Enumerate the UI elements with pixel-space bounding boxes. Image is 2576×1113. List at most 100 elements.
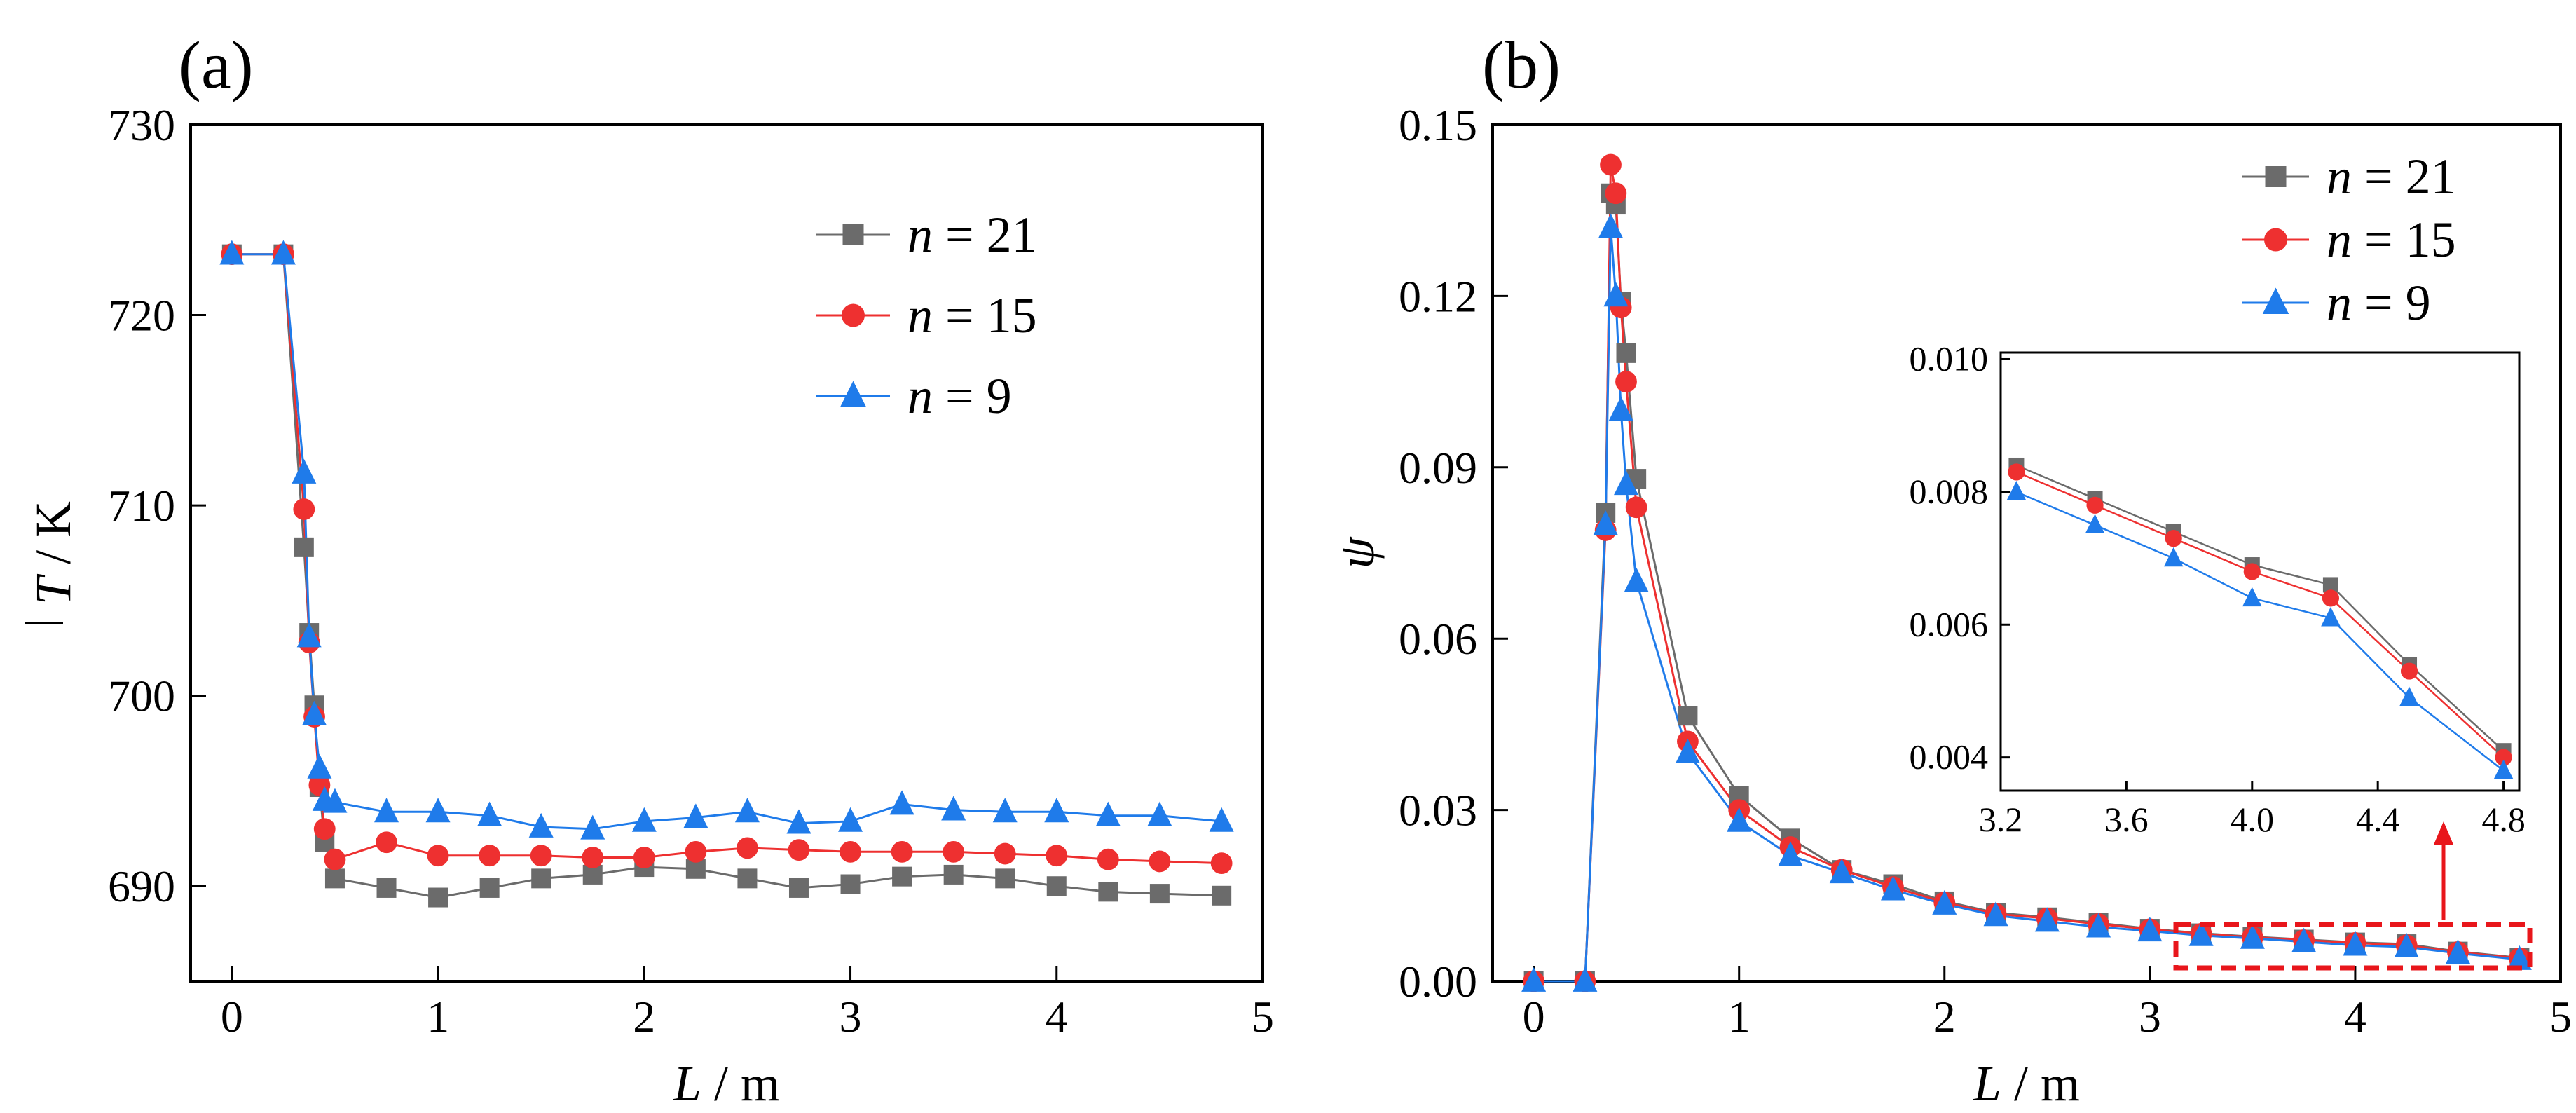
- a-point-2: [374, 798, 399, 823]
- a-point-2: [580, 814, 605, 840]
- a-point-1: [891, 840, 913, 863]
- panel-a-xlabel-var: L: [673, 1056, 701, 1112]
- b-point-2: [2188, 921, 2214, 946]
- a-point-0: [737, 868, 758, 889]
- panel-a-xlabel-unit: m: [741, 1056, 780, 1112]
- panel-b-frame: [1491, 123, 2562, 983]
- a-point-0: [294, 537, 314, 557]
- b-point-2: [1598, 213, 1624, 238]
- a-point-1: [324, 848, 346, 870]
- inset-point-1: [2495, 749, 2512, 766]
- inset-point-2: [2399, 686, 2419, 706]
- inset-xtick-label: 4.0: [2231, 800, 2275, 839]
- a-point-0: [376, 878, 397, 898]
- a-point-2: [307, 753, 332, 779]
- a-point-0: [1149, 884, 1170, 904]
- b-point-0: [1616, 343, 1636, 363]
- b-ytick-label: 0.09: [1399, 443, 1477, 493]
- a-ytick-label: 700: [108, 671, 175, 721]
- a-point-0: [892, 866, 912, 887]
- b-point-1: [1615, 371, 1637, 392]
- a-point-2: [425, 798, 451, 823]
- a-point-2: [1044, 798, 1069, 823]
- a-point-2: [734, 798, 760, 823]
- inset-xtick-label: 3.6: [2104, 800, 2149, 839]
- svg-text:T / K: T / K: [25, 501, 81, 605]
- inset-point-1: [2086, 496, 2104, 514]
- a-point-1: [1046, 845, 1068, 867]
- inset-point-0: [2322, 577, 2338, 593]
- a-point-1: [582, 847, 604, 868]
- a-ytick-label: 690: [108, 861, 175, 911]
- b-point-2: [1614, 470, 1638, 496]
- panel-a: (a) 0 1 2 3 4 5 690 700 710 720 730 L / m T / K n …: [25, 27, 1274, 1112]
- a-point-0: [840, 874, 861, 894]
- inset-point-2: [2493, 759, 2514, 779]
- b-point-2: [2240, 924, 2265, 949]
- a-point-2: [296, 622, 322, 648]
- b-point-2: [1521, 967, 1547, 992]
- b-point-2: [2034, 907, 2060, 932]
- a-point-0: [995, 868, 1015, 889]
- inset-xtick-label: 4.4: [2356, 800, 2400, 839]
- a-point-1: [313, 818, 336, 840]
- panel-b-xlabel-unit: m: [2041, 1056, 2080, 1112]
- a-point-1: [427, 845, 449, 867]
- a-point-0: [479, 878, 500, 898]
- a-point-1: [994, 842, 1016, 865]
- b-point-2: [2291, 927, 2317, 952]
- a-point-2: [477, 801, 502, 826]
- panel-b-legend: n = 21 n = 15 n = 9: [2242, 149, 2456, 331]
- a-point-0: [1098, 882, 1118, 902]
- a-point-1: [633, 847, 655, 868]
- panel-b-ylabel: ψ: [1329, 536, 1385, 568]
- b-point-2: [1983, 901, 2008, 927]
- a-line-0: [231, 253, 1222, 899]
- inset-point-2: [2321, 606, 2341, 627]
- a-point-2: [270, 240, 296, 265]
- panel-b-xlabel-var: L: [1973, 1056, 2001, 1112]
- inset-markers: [2006, 457, 2514, 779]
- panel-a-label: (a): [179, 27, 254, 102]
- a-point-1: [685, 840, 707, 863]
- a-xtick-label: 5: [1252, 992, 1274, 1042]
- inset-xtick-label: 3.2: [1979, 800, 2023, 839]
- a-point-2: [838, 807, 863, 832]
- b-point-2: [2394, 932, 2419, 957]
- a-point-2: [302, 700, 327, 725]
- a-point-1: [376, 831, 397, 854]
- a-point-1: [1097, 848, 1119, 870]
- a-point-1: [943, 840, 965, 863]
- b-point-2: [2137, 917, 2163, 942]
- a-legend-marker-2: [840, 381, 867, 407]
- a-xtick-label: 1: [427, 992, 449, 1042]
- b-xtick-label: 0: [1523, 992, 1545, 1042]
- b-legend-marker-0: [2265, 166, 2287, 187]
- a-point-1: [293, 498, 315, 520]
- inset-xtick-label: 4.8: [2481, 800, 2526, 839]
- b-point-2: [1881, 875, 1905, 901]
- inset-axes: 3.2 3.6 4.0 4.4 4.8 0.004 0.006 0.008 0.010: [1910, 339, 2526, 839]
- a-ytick-label: 730: [108, 100, 175, 150]
- a-point-2: [786, 809, 811, 834]
- b-point-2: [1727, 807, 1752, 832]
- a-point-0: [428, 887, 448, 908]
- a-point-2: [528, 812, 554, 838]
- b-ytick-label: 0.12: [1399, 271, 1477, 321]
- inset-point-2: [2006, 481, 2027, 500]
- b-point-2: [2445, 938, 2470, 964]
- inset-point-2: [2163, 547, 2184, 567]
- a-point-0: [943, 864, 964, 885]
- b-point-2: [1608, 396, 1633, 421]
- b-xtick-label: 4: [2344, 992, 2366, 1042]
- a-point-2: [1147, 801, 1172, 826]
- b-point-2: [1624, 567, 1649, 592]
- a-point-2: [292, 458, 317, 484]
- inset-point-2: [2242, 587, 2262, 607]
- inset-point-1: [2243, 563, 2261, 580]
- a-ytick-label: 720: [108, 291, 175, 341]
- zoom-arrow-head: [2434, 821, 2453, 845]
- b-ytick-label: 0.00: [1399, 957, 1477, 1006]
- b-legend-marker-1: [2264, 228, 2287, 252]
